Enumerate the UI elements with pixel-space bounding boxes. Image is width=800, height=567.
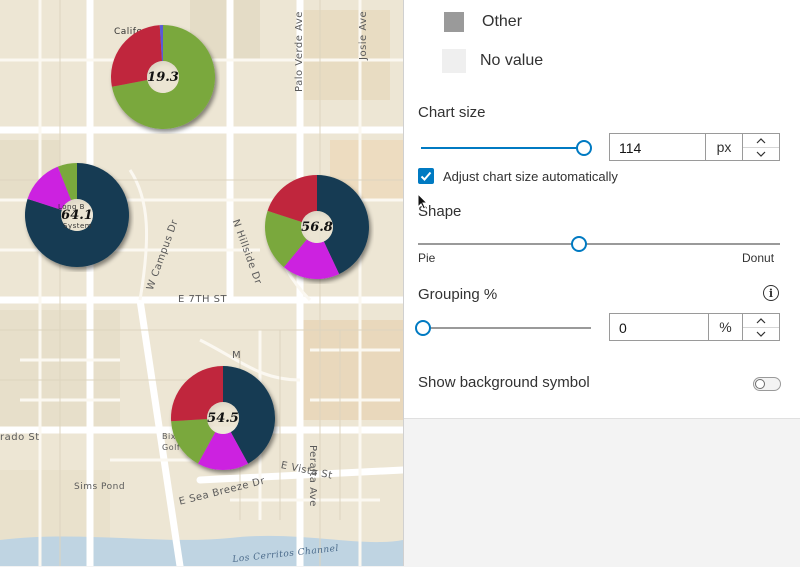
adjust-size-label[interactable]: Adjust chart size automatically: [443, 169, 618, 184]
donut-slice[interactable]: [27, 166, 72, 211]
info-icon[interactable]: i: [763, 285, 779, 301]
background-symbol-label: Show background symbol: [418, 374, 590, 391]
map-view[interactable]: Palo Verde Ave Josie Ave W Campus Dr N H…: [0, 0, 403, 566]
decrement-button[interactable]: [743, 147, 779, 160]
mouse-cursor-icon: [417, 193, 429, 210]
chart-size-unit: px: [706, 133, 743, 161]
shape-slider-track[interactable]: [418, 243, 780, 245]
street-label: rado St: [0, 432, 40, 443]
decrement-button[interactable]: [743, 327, 779, 340]
place-label: Sims Pond: [74, 482, 126, 492]
chart-size-slider-fill: [421, 147, 581, 149]
chevron-down-icon: [756, 151, 766, 157]
donut-chart-value: 56.8: [301, 219, 333, 235]
shape-slider-thumb[interactable]: [571, 236, 587, 252]
chevron-up-icon: [756, 137, 766, 143]
place-label: Califo: [114, 27, 143, 37]
donut-chart-graphic: [265, 175, 370, 279]
panel-empty-area: [404, 418, 800, 567]
donut-slice[interactable]: [171, 366, 223, 422]
shape-label: Shape: [418, 203, 462, 220]
donut-chart-value: 19.3: [147, 69, 179, 85]
donut-hole: [147, 61, 179, 93]
donut-chart-graphic: [25, 163, 129, 267]
chart-size-input[interactable]: 114: [609, 133, 706, 161]
place-label: Bix: [162, 432, 176, 441]
place-label: Golf: [162, 443, 181, 452]
donut-slice[interactable]: [57, 163, 77, 201]
donut-hole: [61, 199, 93, 231]
donut-slice[interactable]: [223, 366, 275, 464]
donut-chart[interactable]: 64.1 Long B System: [20, 158, 134, 272]
grouping-slider-track[interactable]: [421, 327, 591, 329]
street-label: E 7TH ST: [178, 294, 228, 305]
donut-slice[interactable]: [25, 163, 129, 267]
shape-min-label: Pie: [418, 251, 436, 265]
street-label: M: [232, 350, 242, 361]
toggle-knob: [755, 379, 765, 389]
legend-label: Other: [482, 13, 523, 30]
donut-slice[interactable]: [159, 25, 163, 62]
shape-max-label: Donut: [742, 251, 775, 265]
increment-button[interactable]: [743, 134, 779, 148]
legend-item-no-value: No value: [442, 49, 543, 73]
legend-label: No value: [480, 52, 544, 69]
color-swatch[interactable]: [444, 12, 464, 32]
chart-settings-panel: Other No value Chart size 114 px Adjust …: [404, 0, 800, 418]
donut-slice[interactable]: [267, 175, 317, 223]
grouping-label: Grouping %: [418, 286, 498, 303]
chevron-up-icon: [756, 317, 766, 323]
donut-chart[interactable]: 56.8: [260, 170, 374, 284]
increment-button[interactable]: [743, 314, 779, 328]
donut-chart-graphic: [171, 366, 275, 470]
donut-slice[interactable]: [111, 25, 215, 129]
grouping-stepper[interactable]: [743, 313, 780, 341]
donut-slice[interactable]: [111, 25, 162, 87]
color-swatch[interactable]: [442, 49, 466, 73]
street-label: Josie Ave: [358, 10, 369, 60]
chevron-down-icon: [756, 331, 766, 337]
grouping-unit: %: [709, 313, 743, 341]
place-label: Long B: [58, 203, 85, 211]
grouping-slider-thumb[interactable]: [415, 320, 431, 336]
background-symbol-toggle[interactable]: [753, 377, 781, 391]
chart-size-slider-thumb[interactable]: [576, 140, 592, 156]
panel-divider: [403, 0, 404, 566]
donut-chart-value: 64.1: [61, 207, 93, 223]
donut-chart[interactable]: 54.5: [166, 361, 280, 475]
legend-item-other: Other: [444, 12, 522, 32]
street-label: Palo Verde Ave: [294, 11, 305, 92]
chart-size-stepper[interactable]: [743, 133, 780, 161]
adjust-size-checkbox[interactable]: [418, 168, 434, 184]
donut-chart[interactable]: 19.3: [106, 20, 220, 134]
donut-slice[interactable]: [265, 210, 307, 268]
donut-chart-value: 54.5: [207, 410, 239, 426]
check-icon: [420, 171, 432, 181]
donut-slice[interactable]: [283, 239, 340, 279]
donut-slice[interactable]: [197, 432, 249, 470]
chart-size-label: Chart size: [418, 104, 486, 121]
donut-chart-graphic: [111, 25, 215, 129]
place-label: System: [63, 222, 93, 230]
grouping-input[interactable]: 0: [609, 313, 709, 341]
donut-hole: [301, 211, 333, 243]
donut-slice[interactable]: [317, 175, 370, 275]
donut-hole: [207, 402, 239, 434]
donut-slice[interactable]: [171, 419, 216, 464]
